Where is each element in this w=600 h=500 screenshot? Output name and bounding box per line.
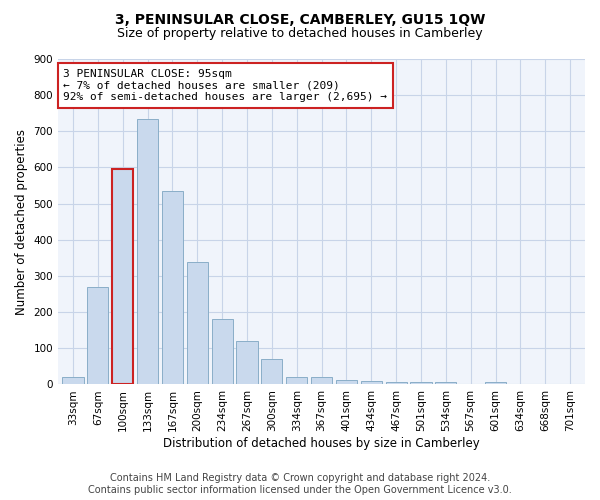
X-axis label: Distribution of detached houses by size in Camberley: Distribution of detached houses by size … xyxy=(163,437,480,450)
Bar xyxy=(187,262,208,384)
Bar xyxy=(410,382,431,384)
Bar xyxy=(112,170,133,384)
Bar xyxy=(112,170,133,384)
Text: Size of property relative to detached houses in Camberley: Size of property relative to detached ho… xyxy=(117,28,483,40)
Bar xyxy=(485,382,506,384)
Bar xyxy=(162,191,183,384)
Bar xyxy=(137,118,158,384)
Text: Contains HM Land Registry data © Crown copyright and database right 2024.
Contai: Contains HM Land Registry data © Crown c… xyxy=(88,474,512,495)
Text: 3, PENINSULAR CLOSE, CAMBERLEY, GU15 1QW: 3, PENINSULAR CLOSE, CAMBERLEY, GU15 1QW xyxy=(115,12,485,26)
Bar xyxy=(361,381,382,384)
Bar xyxy=(62,377,83,384)
Bar xyxy=(212,320,233,384)
Bar xyxy=(435,382,457,384)
Bar xyxy=(286,376,307,384)
Bar xyxy=(87,287,109,384)
Bar xyxy=(386,382,407,384)
Bar xyxy=(236,341,257,384)
Text: 3 PENINSULAR CLOSE: 95sqm
← 7% of detached houses are smaller (209)
92% of semi-: 3 PENINSULAR CLOSE: 95sqm ← 7% of detach… xyxy=(64,69,388,102)
Bar xyxy=(311,377,332,384)
Bar xyxy=(336,380,357,384)
Y-axis label: Number of detached properties: Number of detached properties xyxy=(15,128,28,314)
Bar xyxy=(261,359,283,384)
